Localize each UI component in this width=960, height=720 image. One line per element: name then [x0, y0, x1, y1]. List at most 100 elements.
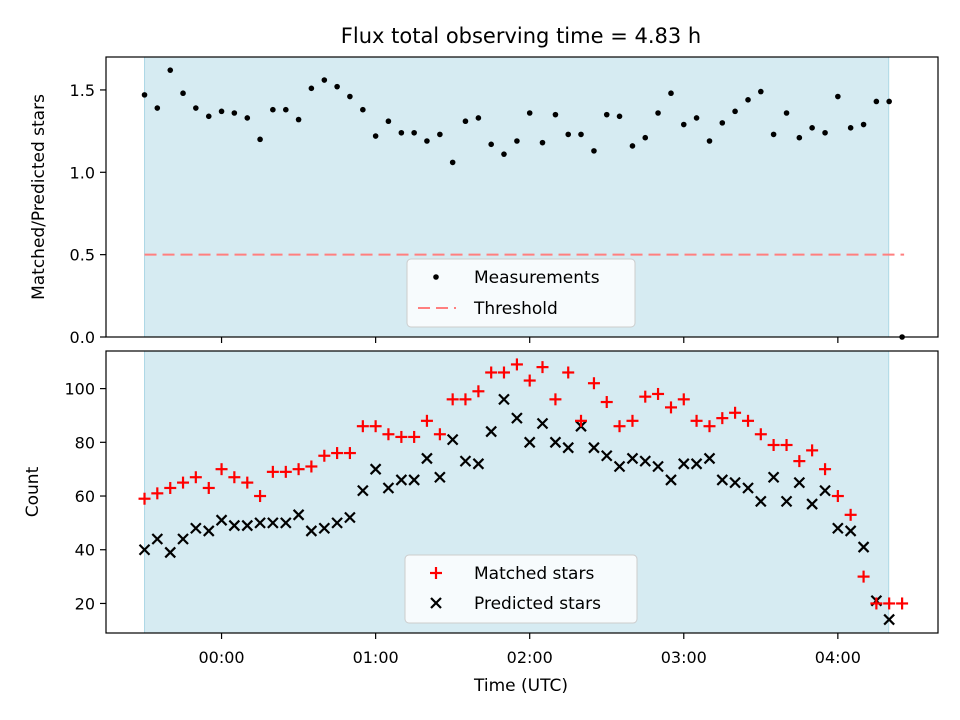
legend-marker-predicted: [430, 597, 442, 609]
predicted-star-point: [241, 519, 254, 532]
count-legend: Matched stars Predicted stars: [404, 554, 638, 624]
measurement-point: [680, 121, 687, 128]
measurement-point: [398, 129, 405, 136]
ratio-legend: Measurements Threshold: [406, 258, 636, 328]
predicted-star-point: [382, 482, 395, 494]
matched-star-point: [305, 460, 318, 473]
matched-star-point: [318, 449, 331, 462]
measurement-point: [167, 67, 174, 73]
measurement-point: [501, 151, 507, 157]
measurement-point: [385, 118, 392, 125]
matched-star-point: [549, 393, 562, 406]
predicted-star-point: [472, 458, 485, 470]
count-ytick-label: 100: [64, 380, 95, 399]
predicted-star-point: [665, 474, 677, 486]
measurement-point: [616, 113, 623, 120]
measurement-point: [488, 141, 494, 148]
matched-star-point: [780, 439, 793, 451]
measurement-point: [218, 108, 225, 115]
predicted-star-point: [729, 476, 741, 489]
predicted-star-point: [446, 433, 459, 446]
count-xtick-label: 03:00: [661, 648, 707, 667]
measurement-point: [719, 120, 726, 126]
measurement-point: [437, 131, 443, 138]
matched-star-point: [652, 387, 665, 400]
measurement-point: [642, 134, 649, 141]
matched-star-point: [523, 374, 536, 387]
matched-star-point: [202, 481, 215, 494]
predicted-star-point: [254, 517, 266, 529]
measurement-point: [283, 106, 289, 113]
measurement-point: [334, 83, 340, 90]
measurement-point: [860, 121, 867, 128]
count-ytick-label: 60: [75, 487, 95, 506]
predicted-star-point: [716, 474, 729, 486]
predicted-star-point: [639, 455, 652, 467]
predicted-star-point: [883, 613, 895, 626]
measurement-point: [205, 113, 212, 120]
count-xlabel: Time (UTC): [473, 676, 568, 696]
matched-star-point: [896, 597, 909, 610]
predicted-star-point: [267, 517, 279, 529]
predicted-star-point: [305, 525, 318, 537]
legend-label-predicted: Predicted stars: [474, 594, 601, 614]
legend-label-matched: Matched stars: [474, 564, 594, 584]
measurement-point: [809, 125, 815, 131]
matched-star-point: [254, 490, 267, 503]
predicted-star-point: [357, 484, 369, 497]
legend-marker-measurements: [433, 274, 439, 280]
measurement-point: [732, 108, 738, 115]
predicted-star-point: [421, 452, 433, 465]
matched-star-point: [189, 471, 202, 484]
measurement-point: [693, 115, 700, 121]
count-panel: 20 40 60 80 100 00:00 01:00 02:00 03:00 04:00 Cou…: [23, 350, 939, 696]
matched-star-point: [420, 414, 433, 427]
predicted-star-point: [832, 522, 844, 535]
measurement-point: [360, 106, 366, 113]
matched-star-point: [151, 487, 164, 500]
predicted-star-point: [485, 425, 497, 438]
measurement-point: [475, 115, 482, 121]
predicted-star-point: [202, 525, 215, 537]
count-ylabel: Count: [23, 466, 43, 517]
count-ytick-label: 20: [75, 594, 95, 613]
matched-star-point: [806, 444, 819, 457]
measurement-point: [745, 97, 751, 103]
measurement-point: [565, 131, 572, 138]
predicted-star-point: [806, 498, 818, 510]
measurement-point: [629, 143, 636, 149]
ratio-ytick-label: 1.5: [70, 81, 95, 100]
legend-marker-matched: [430, 567, 442, 579]
matched-star-point: [241, 476, 254, 489]
predicted-star-point: [344, 511, 356, 524]
matched-star-point: [767, 439, 780, 451]
matched-star-point: [870, 597, 883, 610]
matched-star-point: [664, 401, 677, 414]
matched-star-point: [472, 385, 485, 398]
matched-star-point: [844, 508, 857, 521]
predicted-star-point: [164, 546, 177, 559]
predicted-star-point: [151, 533, 164, 545]
matched-star-point: [742, 414, 755, 427]
count-xtick-label: 01:00: [353, 648, 399, 667]
count-ytick-label: 40: [75, 541, 95, 560]
matched-star-point: [343, 447, 356, 460]
predicted-star-point: [498, 393, 510, 406]
predicted-star-point: [677, 458, 690, 470]
measurement-point: [180, 90, 186, 97]
matched-star-point: [754, 428, 767, 441]
predicted-star-point: [511, 412, 523, 424]
measurement-point: [552, 111, 559, 118]
ratio-panel-frame: [105, 56, 939, 338]
matched-star-point: [793, 455, 806, 468]
ratio-ytick-label: 0.5: [70, 246, 95, 265]
matched-star-point: [459, 393, 472, 406]
matched-star-point: [831, 490, 844, 503]
matched-star-point: [626, 414, 639, 427]
measurement-point: [873, 98, 880, 105]
predicted-star-point: [215, 514, 228, 526]
ratio-ytick-label: 1.0: [70, 163, 95, 182]
predicted-star-point: [652, 460, 664, 473]
predicted-star-point: [742, 482, 754, 494]
measurement-point: [449, 159, 456, 166]
